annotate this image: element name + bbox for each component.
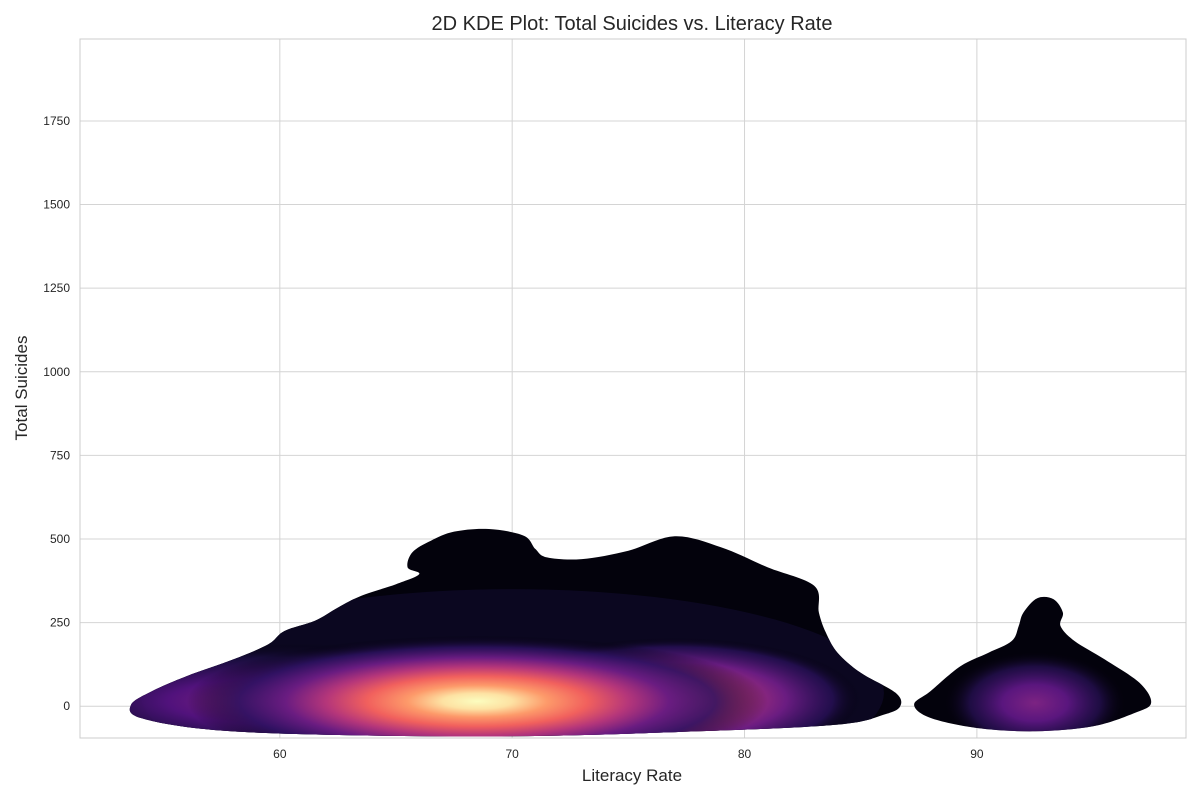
chart-title: 2D KDE Plot: Total Suicides vs. Literacy… <box>432 13 833 35</box>
grid-lines <box>80 39 1186 738</box>
x-tick-label: 90 <box>970 747 984 761</box>
y-axis-label: Total Suicides <box>12 336 31 441</box>
x-tick-label: 70 <box>505 747 519 761</box>
y-tick-label: 0 <box>63 699 70 713</box>
y-tick-label: 250 <box>50 616 70 630</box>
y-tick-label: 1500 <box>43 198 70 212</box>
y-tick-label: 500 <box>50 532 70 546</box>
kde-cluster <box>942 650 1128 732</box>
y-tick-label: 1750 <box>43 114 70 128</box>
y-tick-label: 1000 <box>43 365 70 379</box>
y-tick-label: 750 <box>50 448 70 462</box>
kde-density <box>129 528 1152 737</box>
x-tick-label: 80 <box>738 747 752 761</box>
plot-frame <box>79 38 1187 739</box>
tick-labels: 60 70 80 90 0 250 500 750 1000 1250 1500 1750 <box>43 114 984 761</box>
kde-density-left <box>129 589 884 737</box>
x-tick-label: 60 <box>273 747 287 761</box>
x-axis-label: Literacy Rate <box>582 766 682 785</box>
kde-density-right <box>942 650 1128 732</box>
y-tick-label: 1250 <box>43 281 70 295</box>
